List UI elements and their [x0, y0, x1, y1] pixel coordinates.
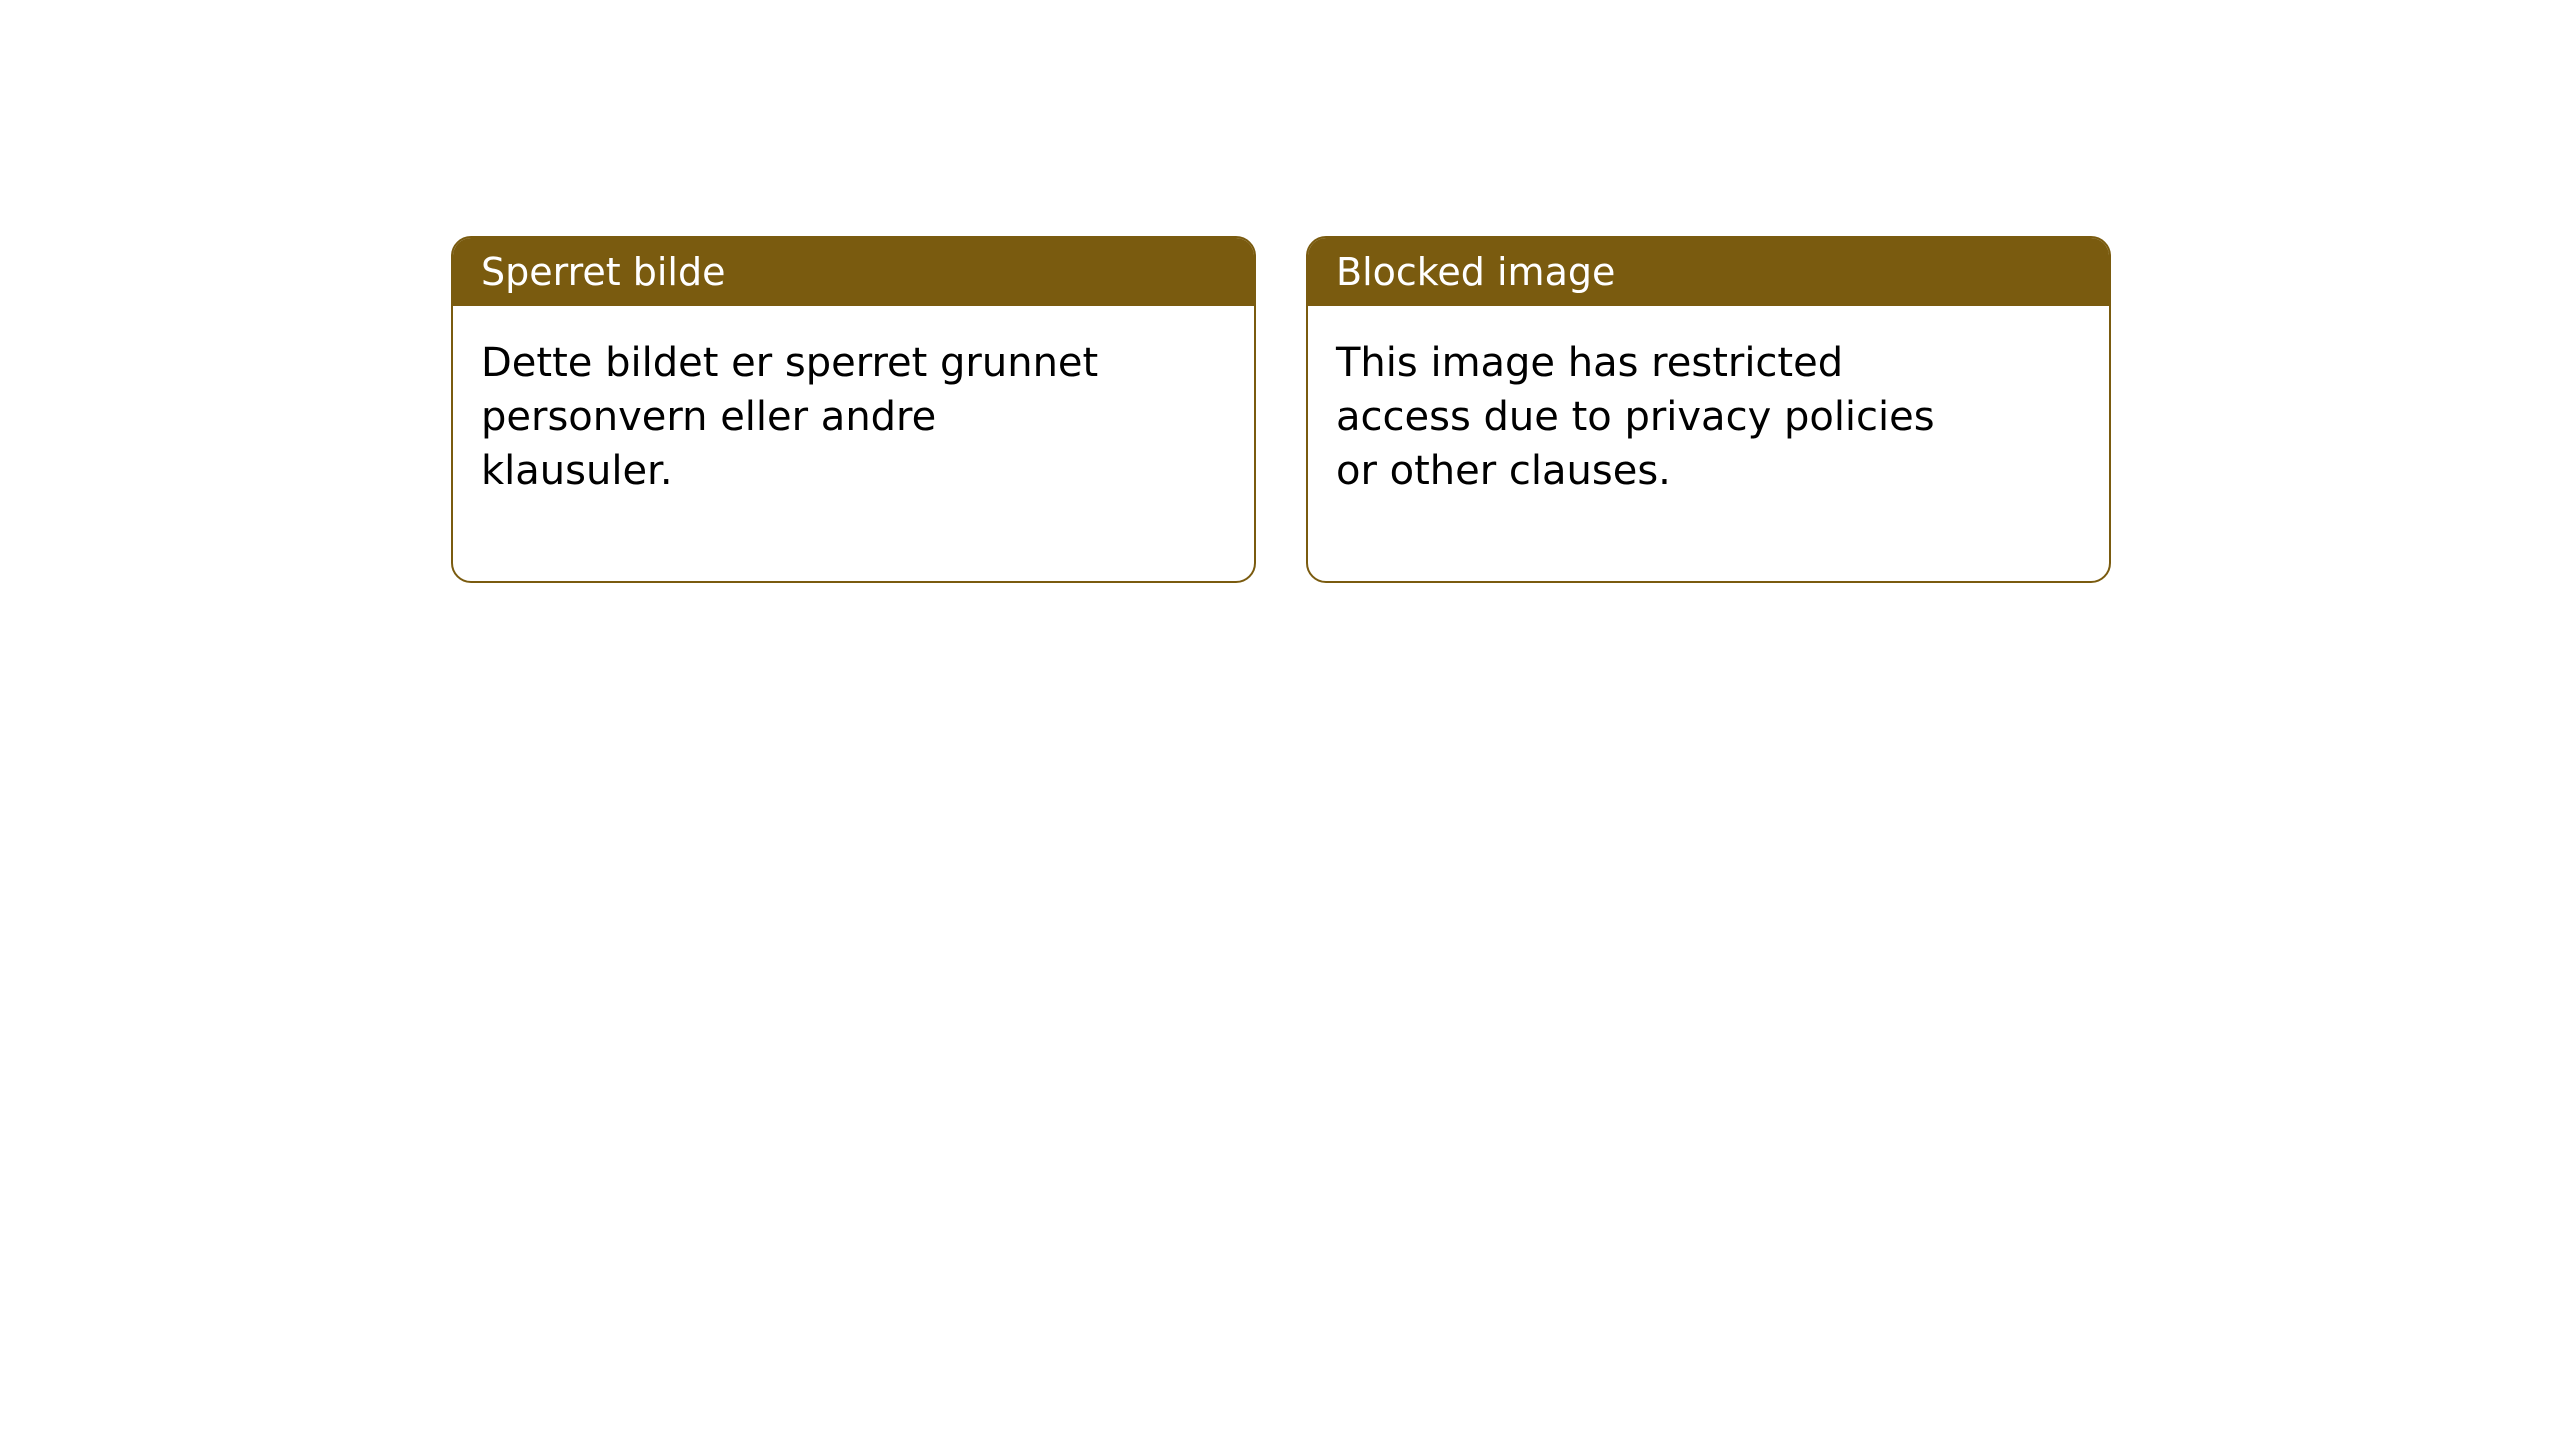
notice-card-title: Sperret bilde: [453, 238, 1254, 306]
notice-card-english: Blocked image This image has restricted …: [1306, 236, 2111, 583]
notice-card-text: This image has restricted access due to …: [1336, 336, 1976, 498]
notice-card-title: Blocked image: [1308, 238, 2109, 306]
notice-card-norwegian: Sperret bilde Dette bildet er sperret gr…: [451, 236, 1256, 583]
notice-card-body: Dette bildet er sperret grunnet personve…: [453, 306, 1254, 581]
notice-card-text: Dette bildet er sperret grunnet personve…: [481, 336, 1121, 498]
notice-card-body: This image has restricted access due to …: [1308, 306, 2109, 581]
notice-card-row: Sperret bilde Dette bildet er sperret gr…: [451, 236, 2111, 583]
